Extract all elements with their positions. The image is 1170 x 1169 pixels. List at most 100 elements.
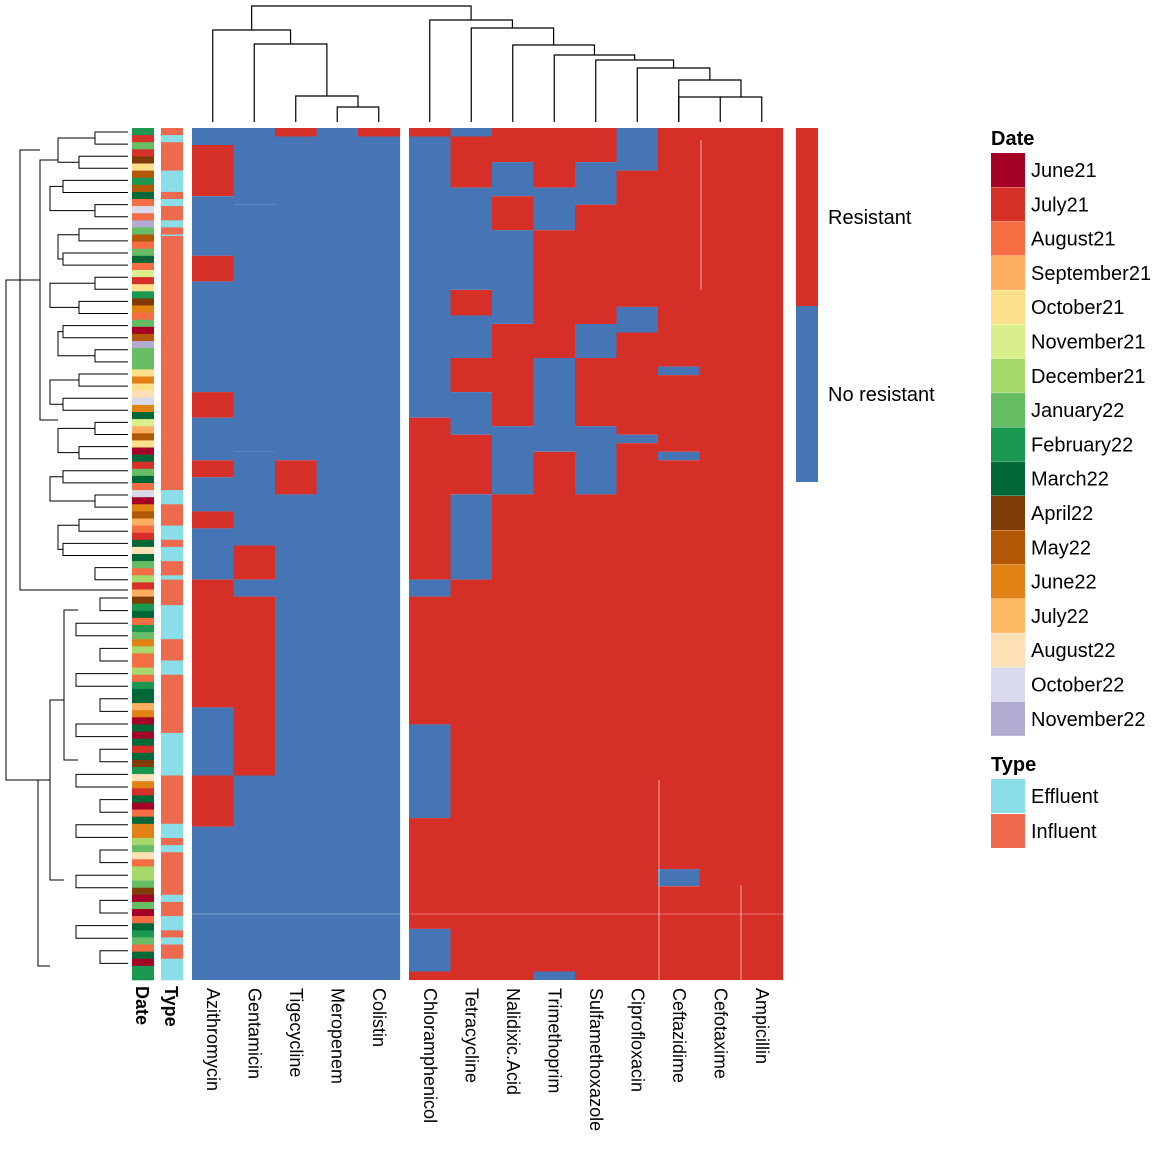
date-annotation-cell — [132, 504, 154, 512]
type-annotation-cell — [161, 732, 183, 776]
legend-label: January22 — [1031, 400, 1124, 422]
type-legend: Type Effluent Influent — [991, 754, 1099, 848]
date-annotation-cell — [132, 951, 154, 959]
type-annotation-cell — [161, 930, 183, 938]
dendrogram-link — [49, 476, 95, 502]
heatmap-cell — [616, 170, 659, 307]
column-label: Chloramphenicol — [420, 988, 440, 1123]
dendrogram-link — [75, 925, 128, 939]
column-label: Trimethoprim — [544, 988, 564, 1093]
legend-label: September21 — [1031, 263, 1151, 285]
legend-swatch — [991, 324, 1025, 359]
date-annotation-cell — [132, 823, 154, 832]
dendrogram-link — [62, 252, 128, 266]
heatmap-cell — [233, 204, 276, 452]
heatmap-cell — [533, 128, 576, 188]
date-annotation-cell — [132, 206, 154, 214]
heatmap-cell — [533, 230, 576, 358]
type-annotation-cell — [161, 703, 183, 711]
type-annotation-cell — [161, 958, 183, 967]
heatmap-cell — [233, 451, 276, 546]
heatmap-cell — [192, 255, 235, 282]
legend-label: July22 — [1031, 606, 1089, 628]
heatmap-cell — [233, 596, 276, 776]
dendrogram-link — [57, 427, 95, 454]
heatmap-cell — [409, 128, 452, 137]
heatmap-cell — [358, 136, 401, 980]
date-annotation-cell — [132, 717, 154, 725]
date-annotation-cell — [132, 355, 154, 363]
date-annotation-cell — [132, 795, 154, 803]
type-annotation-cell — [161, 951, 183, 959]
heatmap-cell — [450, 579, 493, 980]
type-annotation-cell — [161, 490, 183, 498]
heatmap-cell — [658, 451, 701, 461]
heatmap-cell — [699, 128, 742, 980]
dendrogram-link — [57, 331, 95, 357]
type-annotation-cell — [161, 823, 183, 832]
type-annotation-cell — [161, 717, 183, 725]
heatmap-cell — [233, 545, 276, 580]
heatmap-cell — [358, 128, 401, 137]
dendrogram-link — [57, 137, 95, 163]
legend-label: August21 — [1031, 229, 1116, 251]
type-annotation-cell — [161, 135, 183, 143]
dendrogram-link — [75, 874, 128, 889]
legend-label: April22 — [1031, 503, 1093, 525]
type-annotation-cell — [161, 447, 183, 455]
date-annotation-cell — [132, 397, 154, 406]
date-annotation-cell — [132, 632, 154, 640]
annotation-label: Date — [132, 986, 152, 1025]
date-annotation-cell — [132, 894, 154, 903]
type-annotation-cell — [161, 475, 183, 484]
type-annotation-cell — [161, 724, 183, 732]
legend-swatch — [991, 358, 1025, 393]
heatmap-cell — [275, 460, 318, 495]
heatmap-cell — [741, 128, 784, 980]
type-annotation-cell — [161, 887, 183, 896]
dendrogram-link — [99, 799, 128, 813]
column-label: Azithromycin — [203, 988, 223, 1091]
type-annotation-cell — [161, 575, 183, 583]
date-annotation-cell — [132, 944, 154, 952]
dendrogram-link — [99, 597, 128, 612]
column-label: Ceftazidime — [669, 988, 689, 1083]
type-annotation-cell — [161, 660, 183, 668]
dendrogram-link — [720, 96, 763, 122]
date-annotation-cell — [132, 972, 154, 981]
heatmap-cell — [533, 451, 576, 972]
date-annotation-cell — [132, 767, 154, 775]
dendrogram-link — [78, 518, 128, 532]
date-annotation-cell — [132, 483, 154, 491]
heatmap-cell — [192, 528, 235, 580]
date-annotation-cell — [132, 674, 154, 683]
dendrogram-link — [94, 276, 128, 290]
date-annotation-cell — [132, 348, 154, 356]
date-annotation-cell — [132, 468, 154, 477]
dendrogram-link — [78, 373, 128, 387]
heatmap-cell — [450, 289, 493, 316]
legend-label: December21 — [1031, 366, 1146, 388]
type-annotation-cell — [161, 845, 183, 853]
type-annotation-cell — [161, 454, 183, 462]
legend-swatch — [991, 255, 1025, 290]
heatmap-cell — [233, 775, 276, 980]
heatmap-cell — [192, 477, 235, 512]
legend-label: November22 — [1031, 709, 1146, 731]
type-annotation-cell — [161, 554, 183, 562]
column-label: Cefotaxime — [710, 988, 730, 1079]
date-annotation-cell — [132, 816, 154, 825]
heatmap-cell — [233, 145, 276, 205]
date-annotation-cell — [132, 887, 154, 896]
column-labels: Azithromycin Gentamicin Tigecycline Meropen… — [203, 988, 772, 1131]
type-annotation-cell — [161, 696, 183, 704]
type-annotation-cell — [161, 909, 183, 917]
dendrogram-link — [63, 609, 78, 761]
heatmap-cell — [450, 358, 493, 393]
type-annotation-cell — [161, 674, 183, 683]
legend-swatch — [991, 564, 1025, 599]
type-annotation-cell — [161, 937, 183, 945]
date-annotation-cell — [132, 163, 154, 171]
column-label: Colistin — [369, 988, 389, 1047]
date-annotation-cell — [132, 710, 154, 718]
